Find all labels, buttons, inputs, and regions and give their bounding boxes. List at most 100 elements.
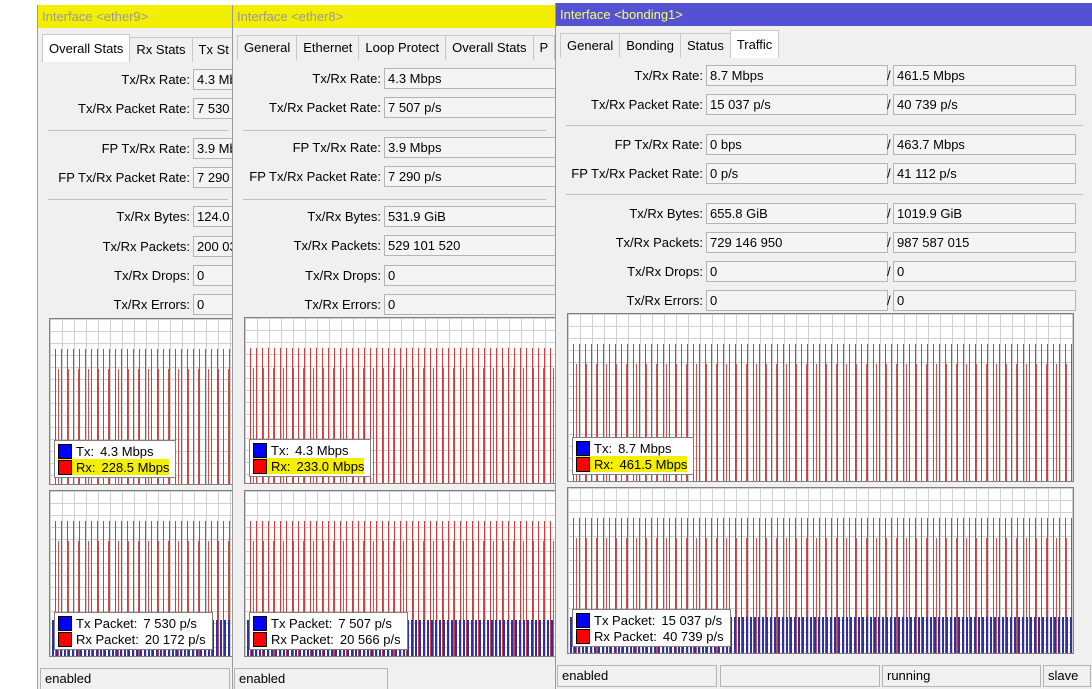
- field-label: Tx/Rx Packets:: [615, 235, 703, 250]
- tab[interactable]: Tx St: [191, 37, 236, 62]
- legend-swatch: [58, 615, 72, 631]
- field-value: 0: [193, 265, 238, 286]
- field-label: Tx/Rx Bytes:: [629, 206, 703, 221]
- field-value: 0: [706, 261, 888, 282]
- field-label: FP Tx/Rx Packet Rate:: [58, 170, 190, 185]
- legend-label: Rx:: [76, 459, 96, 475]
- legend-value: 7 507 p/s: [338, 615, 392, 631]
- legend-entry: Rx: 461.5 Mbps: [576, 456, 688, 472]
- field-label: Tx/Rx Drops:: [114, 268, 190, 283]
- legend-swatch: [58, 631, 72, 647]
- field-value: 655.8 GiB: [706, 203, 888, 224]
- legend-value: 20 172 p/s: [144, 631, 206, 647]
- tab[interactable]: Ethernet: [296, 35, 360, 60]
- field-value: 3.9 Mb: [193, 138, 238, 159]
- status-cell: enabled: [557, 665, 717, 687]
- graph-legend: Tx Packet: 7 507 p/s Rx Packet: 20 566 p/s: [249, 612, 408, 650]
- field-value: 4.3 Mbps: [384, 68, 556, 89]
- value-separator: /: [887, 293, 891, 308]
- field-label: Tx/Rx Packets:: [102, 239, 190, 254]
- traffic-graph: Tx: 4.3 Mbps Rx: 228.5 Mbps: [49, 318, 238, 485]
- field-value: 0: [893, 261, 1076, 282]
- field-label: Tx/Rx Packet Rate:: [269, 100, 381, 115]
- legend-entry: Tx Packet: 7 507 p/s: [253, 615, 401, 631]
- field-label: Tx/Rx Errors:: [304, 297, 381, 312]
- legend-entry: Rx Packet: 40 739 p/s: [576, 628, 724, 644]
- field-label: Tx/Rx Bytes:: [307, 209, 381, 224]
- group-separator: [566, 194, 1083, 195]
- tab[interactable]: General: [560, 33, 621, 58]
- tab[interactable]: Loop Protect: [358, 35, 447, 60]
- legend-label: Rx:: [271, 458, 291, 474]
- tab[interactable]: Overall Stats: [42, 34, 131, 62]
- field-label: Tx/Rx Bytes:: [116, 209, 190, 224]
- status-cell: enabled: [40, 668, 230, 689]
- legend-entry: Tx Packet: 15 037 p/s: [576, 612, 724, 628]
- field-value: 463.7 Mbps: [893, 134, 1076, 155]
- legend-swatch: [576, 612, 590, 628]
- traffic-graph: Tx: 8.7 Mbps Rx: 461.5 Mbps: [567, 313, 1074, 482]
- value-separator: /: [887, 68, 891, 83]
- value-separator: /: [887, 97, 891, 112]
- status-cell: [720, 665, 880, 687]
- legend-value: 461.5 Mbps: [619, 456, 688, 472]
- legend-swatch: [253, 615, 267, 631]
- legend-swatch: [58, 459, 72, 475]
- group-separator: [243, 130, 546, 131]
- field-value: 461.5 Mbps: [893, 65, 1076, 86]
- legend-label: Rx Packet:: [594, 628, 657, 644]
- field-value: 8.7 Mbps: [706, 65, 888, 86]
- legend-label: Rx Packet:: [271, 631, 334, 647]
- field-label: Tx/Rx Errors:: [113, 297, 190, 312]
- legend-label: Rx Packet:: [76, 631, 139, 647]
- group-separator: [48, 199, 228, 200]
- group-separator: [243, 199, 546, 200]
- graph-legend: Tx Packet: 15 037 p/s Rx Packet: 40 739 p/s: [572, 609, 731, 647]
- traffic-graph: Tx: 4.3 Mbps Rx: 233.0 Mbps: [244, 317, 556, 484]
- field-label: FP Tx/Rx Packet Rate:: [571, 166, 703, 181]
- group-separator: [566, 125, 1083, 126]
- tab[interactable]: Status: [679, 33, 731, 58]
- tab[interactable]: P: [532, 35, 556, 60]
- field-label: Tx/Rx Rate:: [121, 72, 190, 87]
- legend-label: Tx Packet:: [76, 615, 138, 631]
- legend-swatch: [576, 440, 590, 456]
- field-value: 0: [193, 294, 238, 315]
- traffic-graph: Tx Packet: 7 507 p/s Rx Packet: 20 566 p/s: [244, 490, 556, 657]
- field-value: 4.3 Mb: [193, 69, 238, 90]
- field-label: Tx/Rx Drops:: [305, 268, 381, 283]
- interface-window: Interface <ether8> General Ethernet Loop Pr…: [232, 5, 556, 689]
- field-value: 0: [893, 290, 1076, 311]
- legend-value: 228.5 Mbps: [101, 459, 170, 475]
- group-separator: [48, 130, 228, 131]
- field-value: 531.9 GiB: [384, 206, 556, 227]
- field-label: Tx/Rx Packets:: [293, 238, 381, 253]
- tab[interactable]: Rx Stats: [129, 37, 193, 62]
- field-value: 124.0 G: [193, 206, 238, 227]
- legend-swatch: [576, 456, 590, 472]
- legend-label: Tx Packet:: [271, 615, 333, 631]
- field-value: 1019.9 GiB: [893, 203, 1076, 224]
- legend-label: Tx:: [271, 442, 290, 458]
- field-value: 529 101 520: [384, 235, 556, 256]
- tab[interactable]: General: [237, 35, 298, 60]
- status-cell: running: [882, 665, 1041, 687]
- tab[interactable]: Traffic: [729, 30, 780, 58]
- field-value: 729 146 950: [706, 232, 888, 253]
- legend-entry: Rx: 228.5 Mbps: [58, 459, 170, 475]
- legend-entry: Tx: 4.3 Mbps: [253, 442, 364, 458]
- legend-swatch: [253, 458, 267, 474]
- window-title: Interface <ether9>: [38, 5, 238, 28]
- legend-entry: Rx Packet: 20 172 p/s: [58, 631, 206, 647]
- tab-bar: General Ethernet Loop Protect Overall Stats…: [237, 35, 556, 60]
- legend-label: Tx Packet:: [594, 612, 656, 628]
- legend-value: 7 530 p/s: [143, 615, 197, 631]
- legend-value: 8.7 Mbps: [618, 440, 672, 456]
- tab[interactable]: Overall Stats: [445, 35, 534, 60]
- graph-legend: Tx: 4.3 Mbps Rx: 228.5 Mbps: [54, 440, 177, 478]
- value-separator: /: [887, 166, 891, 181]
- tab[interactable]: Bonding: [619, 33, 681, 58]
- legend-value: 233.0 Mbps: [296, 458, 365, 474]
- field-value: 7 290 p/s: [384, 166, 556, 187]
